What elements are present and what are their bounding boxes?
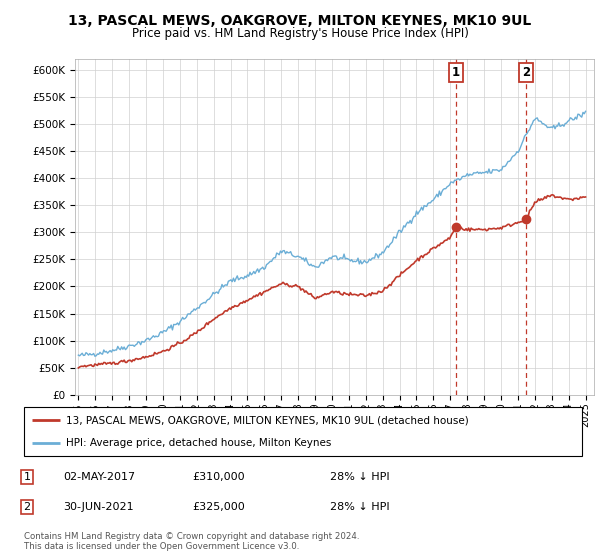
Text: 30-JUN-2021: 30-JUN-2021 bbox=[63, 502, 134, 512]
Text: Contains HM Land Registry data © Crown copyright and database right 2024.
This d: Contains HM Land Registry data © Crown c… bbox=[24, 532, 359, 552]
Text: Price paid vs. HM Land Registry's House Price Index (HPI): Price paid vs. HM Land Registry's House … bbox=[131, 27, 469, 40]
Text: 2: 2 bbox=[523, 66, 530, 79]
Text: 02-MAY-2017: 02-MAY-2017 bbox=[63, 472, 135, 482]
FancyBboxPatch shape bbox=[24, 407, 582, 456]
Text: 28% ↓ HPI: 28% ↓ HPI bbox=[330, 502, 389, 512]
Text: 13, PASCAL MEWS, OAKGROVE, MILTON KEYNES, MK10 9UL: 13, PASCAL MEWS, OAKGROVE, MILTON KEYNES… bbox=[68, 14, 532, 28]
Text: 1: 1 bbox=[452, 66, 460, 79]
Text: 2: 2 bbox=[23, 502, 31, 512]
Text: 1: 1 bbox=[23, 472, 31, 482]
Text: £325,000: £325,000 bbox=[192, 502, 245, 512]
Text: 13, PASCAL MEWS, OAKGROVE, MILTON KEYNES, MK10 9UL (detached house): 13, PASCAL MEWS, OAKGROVE, MILTON KEYNES… bbox=[66, 416, 469, 426]
Text: £310,000: £310,000 bbox=[192, 472, 245, 482]
Text: 28% ↓ HPI: 28% ↓ HPI bbox=[330, 472, 389, 482]
Text: HPI: Average price, detached house, Milton Keynes: HPI: Average price, detached house, Milt… bbox=[66, 437, 331, 447]
